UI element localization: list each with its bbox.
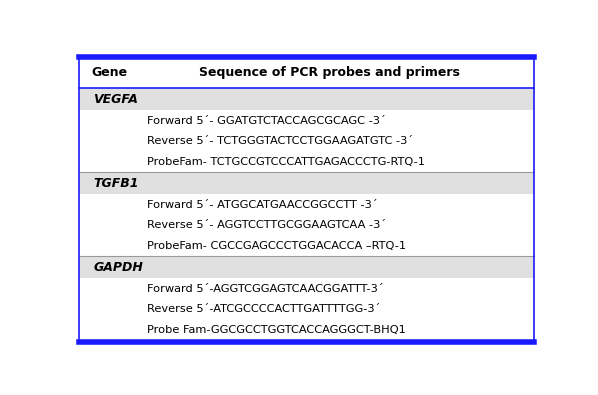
Text: GAPDH: GAPDH — [93, 261, 143, 274]
Text: Gene: Gene — [91, 66, 127, 79]
Text: Reverse 5´- AGGTCCTTGCGGAAGTCAA -3´: Reverse 5´- AGGTCCTTGCGGAAGTCAA -3´ — [147, 220, 386, 230]
Bar — [80, 131, 533, 152]
Bar — [80, 88, 533, 110]
Text: Forward 5´-AGGTCGGAGTCAACGGATTT-3´: Forward 5´-AGGTCGGAGTCAACGGATTT-3´ — [147, 284, 383, 293]
Text: Probe Fam-GGCGCCTGGTCACCAGGGCT-BHQ1: Probe Fam-GGCGCCTGGTCACCAGGGCT-BHQ1 — [147, 325, 405, 335]
Text: Reverse 5´- TCTGGGTACTCCTGGAAGATGTC -3´: Reverse 5´- TCTGGGTACTCCTGGAAGATGTC -3´ — [147, 136, 413, 147]
Text: ProbeFam- CGCCGAGCCCTGGACACCA –RTQ-1: ProbeFam- CGCCGAGCCCTGGACACCA –RTQ-1 — [147, 241, 405, 251]
Text: Sequence of PCR probes and primers: Sequence of PCR probes and primers — [199, 66, 460, 79]
Text: TGFB1: TGFB1 — [93, 177, 139, 190]
Text: VEGFA: VEGFA — [93, 93, 138, 106]
Text: Reverse 5´-ATCGCCCCACTTGATTTTGG-3´: Reverse 5´-ATCGCCCCACTTGATTTTGG-3´ — [147, 304, 380, 314]
Bar — [80, 299, 533, 320]
Bar — [80, 194, 533, 215]
Bar — [80, 215, 533, 236]
Bar — [80, 236, 533, 256]
Text: ProbeFam- TCTGCCGTCCCATTGAGACCCTG-RTQ-1: ProbeFam- TCTGCCGTCCCATTGAGACCCTG-RTQ-1 — [147, 157, 425, 167]
Bar — [80, 110, 533, 131]
Bar — [80, 256, 533, 278]
Bar — [80, 56, 533, 88]
Bar — [80, 320, 533, 340]
Bar — [80, 278, 533, 299]
Bar — [80, 152, 533, 172]
Text: Forward 5´- GGATGTCTACCAGCGCAGC -3´: Forward 5´- GGATGTCTACCAGCGCAGC -3´ — [147, 116, 385, 126]
Text: Forward 5´- ATGGCATGAACCGGCCTT -3´: Forward 5´- ATGGCATGAACCGGCCTT -3´ — [147, 199, 377, 210]
Bar — [80, 172, 533, 194]
